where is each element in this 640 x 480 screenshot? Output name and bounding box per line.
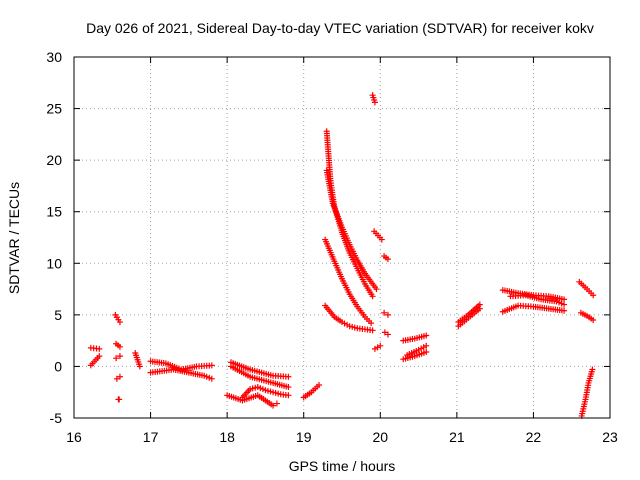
- plot-frame: [73, 56, 611, 419]
- data-point: [589, 366, 596, 373]
- series-arc-20.4b: [404, 342, 430, 359]
- series-arc-20.0: [381, 253, 391, 263]
- series-arc-19.95b: [371, 342, 384, 352]
- data-point: [285, 373, 292, 380]
- data-point: [116, 396, 123, 403]
- x-tick-label: 20: [372, 429, 388, 445]
- data-point: [368, 320, 375, 327]
- x-tick-label: 17: [143, 429, 159, 445]
- data-point: [371, 99, 378, 106]
- data-point: [378, 236, 385, 243]
- series-arc-16.6d: [113, 373, 123, 382]
- data-point: [208, 375, 215, 382]
- y-tick-label: 20: [46, 152, 62, 168]
- data-point: [561, 301, 568, 308]
- data-point: [384, 331, 391, 338]
- y-tick-label: 25: [46, 101, 62, 117]
- data-point: [377, 342, 384, 349]
- series-arc-21.6b: [507, 292, 568, 308]
- data-point: [373, 286, 380, 293]
- data-point: [113, 375, 120, 382]
- series-arc-19.9: [369, 92, 378, 106]
- data-point: [116, 373, 123, 380]
- data-point: [113, 355, 120, 362]
- axis-ticks: 16 17 18 19 20 21 22 23 -5 0 5 10 15 20 25 30: [46, 49, 618, 445]
- series-arc-21.6c: [499, 302, 568, 315]
- series-arc-19.0: [300, 381, 323, 401]
- data-point: [561, 296, 568, 303]
- series-arc-17b: [147, 366, 215, 382]
- chart-title: Day 026 of 2021, Sidereal Day-to-day VTE…: [86, 20, 594, 36]
- series-arc-21b: [455, 305, 483, 330]
- x-tick-label: 23: [602, 429, 618, 445]
- series-arc-19.95: [371, 228, 385, 243]
- data-point: [96, 353, 103, 360]
- series-arc-20.05: [381, 309, 391, 318]
- data-point: [423, 332, 430, 339]
- data-point: [381, 329, 388, 336]
- y-tick-label: 15: [46, 204, 62, 220]
- data-point: [561, 307, 568, 314]
- data-point: [208, 362, 215, 369]
- data-point: [116, 319, 123, 326]
- series-arc-16.6b: [113, 340, 123, 350]
- data-point: [590, 292, 597, 299]
- y-tick-label: 5: [54, 307, 62, 323]
- series-arc-19.3b: [323, 167, 380, 293]
- data-point: [384, 311, 391, 318]
- y-tick-label: -5: [50, 410, 63, 426]
- data-point: [381, 309, 388, 316]
- data-point: [316, 381, 323, 388]
- x-axis-label: GPS time / hours: [289, 458, 396, 474]
- data-point: [285, 384, 292, 391]
- data-point: [273, 400, 280, 407]
- series-arc-16.8: [132, 350, 143, 370]
- data-point: [285, 392, 292, 399]
- y-tick-label: 0: [54, 358, 62, 374]
- x-tick-label: 21: [449, 429, 465, 445]
- series-arc-16.6c: [113, 353, 123, 362]
- series-arc-20.4c: [400, 348, 430, 363]
- data-point: [136, 363, 143, 370]
- data-point: [384, 256, 391, 263]
- series-arc-17a: [147, 358, 215, 373]
- data-points: [87, 92, 597, 419]
- series-arc-22.6c: [578, 366, 596, 419]
- series-arc-22.6b: [577, 309, 597, 324]
- series-arc-18b: [227, 363, 292, 391]
- x-tick-label: 19: [296, 429, 312, 445]
- data-point: [369, 293, 376, 300]
- x-tick-label: 22: [526, 429, 542, 445]
- series-arc-16.2b: [87, 353, 103, 369]
- y-axis-label: SDTVAR / TECUs: [6, 182, 22, 294]
- series-arc-20.07: [381, 329, 391, 338]
- data-point: [96, 345, 103, 352]
- series-arc-18c: [224, 392, 280, 409]
- series-arc-21a: [455, 301, 483, 326]
- series-arc-16.6a: [112, 311, 123, 326]
- data-point: [369, 327, 376, 334]
- data-point: [116, 343, 123, 350]
- grid-lines: [74, 57, 610, 418]
- data-point: [116, 353, 123, 360]
- series-arc-16.2a: [87, 344, 103, 352]
- series-arc-19.3c: [322, 236, 375, 327]
- series-arc-22.6a: [576, 278, 597, 299]
- y-tick-label: 10: [46, 255, 62, 271]
- y-tick-label: 30: [46, 49, 62, 65]
- x-tick-label: 16: [66, 429, 82, 445]
- data-point: [423, 342, 430, 349]
- series-arc-18d: [239, 384, 292, 401]
- series-arc-16.6e: [115, 396, 123, 403]
- data-point: [590, 317, 597, 324]
- data-point: [476, 305, 483, 312]
- series-arc-20.4a: [400, 332, 430, 344]
- series-arc-19.3d: [322, 302, 376, 334]
- data-point: [423, 348, 430, 355]
- x-tick-label: 18: [219, 429, 235, 445]
- data-point: [270, 402, 277, 409]
